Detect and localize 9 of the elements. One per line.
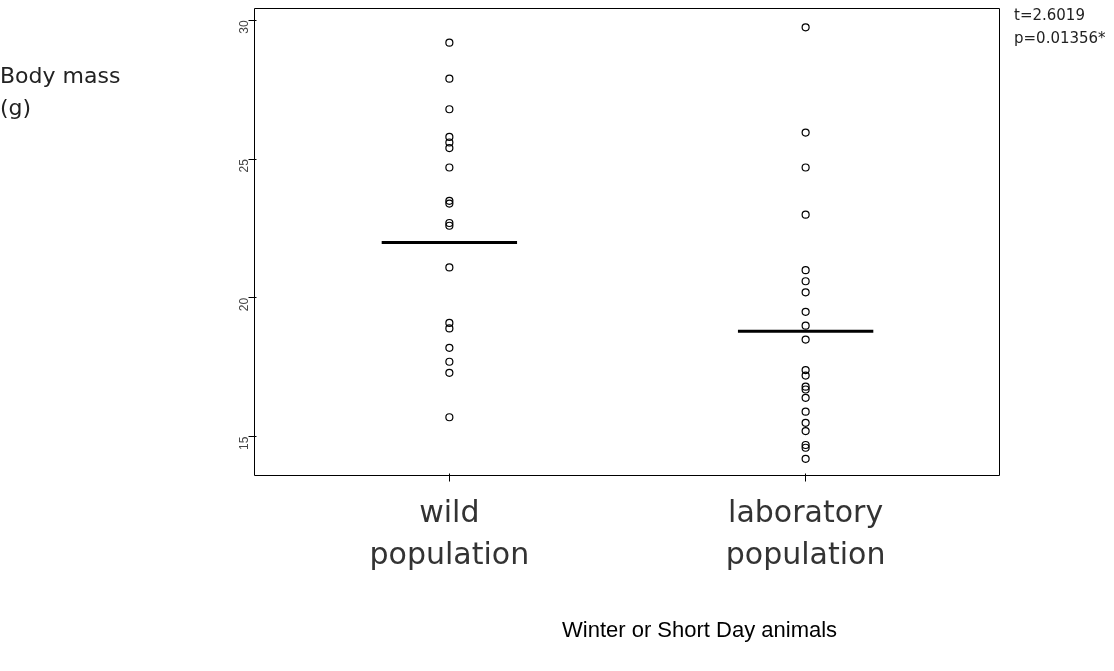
x-tick-label: wild population bbox=[369, 493, 530, 571]
text: t=2.6019 p=0.01356* bbox=[1014, 5, 1106, 49]
y-tick-label: 20 bbox=[237, 297, 251, 312]
x-axis-title: Winter or Short Day animals bbox=[562, 616, 838, 644]
y-tick-label: 25 bbox=[237, 158, 251, 173]
y-tick-label: 30 bbox=[237, 20, 251, 34]
text: Body mass (g) bbox=[0, 62, 121, 122]
y-tick-label: 15 bbox=[237, 436, 251, 450]
x-tick-label: laboratory population bbox=[725, 493, 886, 571]
